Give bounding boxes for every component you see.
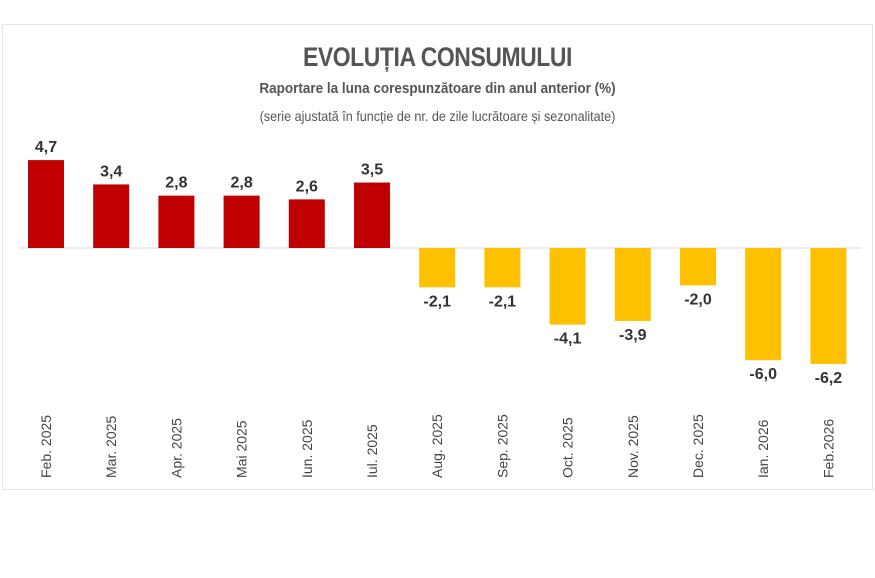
x-tick-label: Mar. 2025 [103,416,119,478]
bar [419,248,456,288]
data-label: -6,2 [815,370,843,387]
x-tick-label: Oct. 2025 [560,417,576,478]
x-tick-label: Dec. 2025 [690,414,706,478]
bar [158,195,195,248]
x-tick-label: Nov. 2025 [625,415,641,478]
data-label: -2,1 [489,293,517,310]
x-tick-label: Iul. 2025 [364,424,380,478]
bar [288,199,325,248]
bar [28,160,64,248]
x-tick-label: Iun. 2025 [299,419,315,478]
bar [484,248,521,288]
data-label: 2,6 [296,178,318,195]
data-label: -6,0 [749,366,777,383]
bar [549,248,586,325]
chart-title: EVOLUȚIA CONSUMULUI [302,42,573,72]
data-label: 3,5 [361,162,383,179]
bar [680,248,716,286]
data-label: -2,0 [684,291,712,308]
bar [810,248,847,364]
x-tick-label: Mai 2025 [234,420,250,478]
bar [614,248,651,321]
x-tick-label: Apr. 2025 [168,418,184,478]
data-label: 3,4 [100,163,122,180]
bar [223,195,260,248]
x-tick-label: Feb. 2025 [38,415,54,478]
data-label: -2,1 [423,293,451,310]
data-label: 4,7 [35,139,57,156]
bar [745,248,782,361]
x-tick-label: Ian. 2026 [755,419,771,478]
data-label: 2,8 [230,175,252,192]
x-tick-label: Sep. 2025 [494,414,510,478]
data-label: 2,8 [165,175,187,192]
data-label: -3,9 [619,327,647,344]
data-label: -4,1 [554,331,582,348]
x-tick-label: Aug. 2025 [429,414,445,478]
chart-note: (serie ajustată în funcție de nr. de zil… [259,108,616,124]
bar [354,182,390,248]
bar [93,184,130,248]
chart-subtitle: Raportare la luna corespunzătoare din an… [259,80,616,97]
x-tick-label: Feb.2026 [820,419,836,478]
